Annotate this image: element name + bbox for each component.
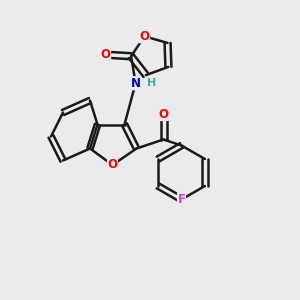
Text: H: H bbox=[147, 78, 156, 88]
Text: O: O bbox=[140, 30, 149, 43]
Text: O: O bbox=[158, 107, 169, 121]
Text: O: O bbox=[100, 48, 111, 61]
Text: N: N bbox=[130, 77, 141, 90]
Text: F: F bbox=[178, 193, 185, 206]
Text: O: O bbox=[107, 158, 118, 172]
